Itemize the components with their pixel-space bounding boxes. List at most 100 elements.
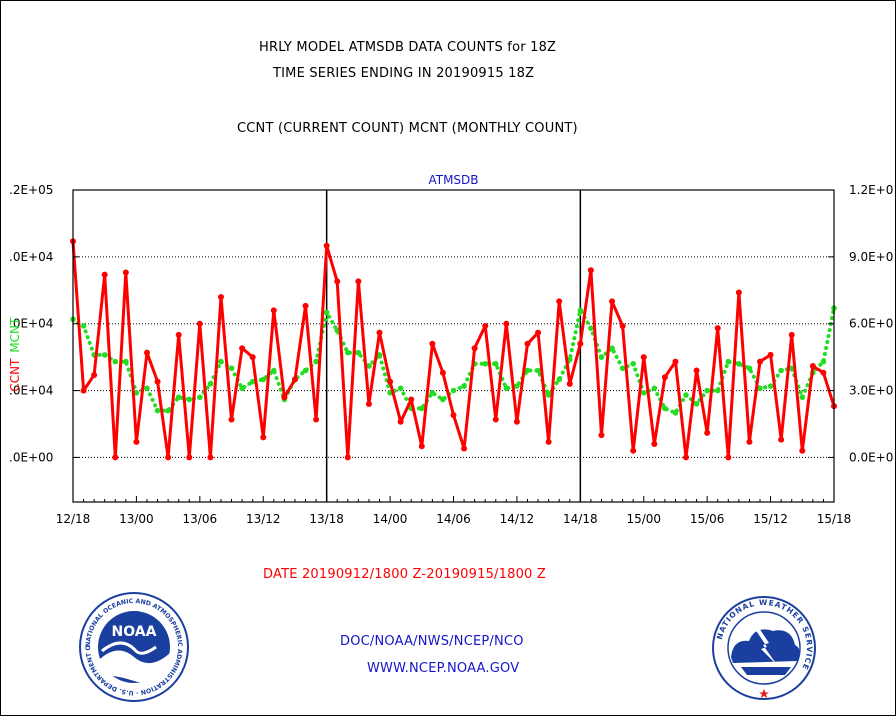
y-right-tick-label: 1.2E+0: [849, 183, 893, 197]
nws-logo: NATIONAL WEATHER SERVICE: [712, 596, 816, 700]
data-point-ccnt: [408, 396, 415, 403]
data-point-ccnt: [239, 345, 246, 352]
chart-title-line2: TIME SERIES ENDING IN 20190915 18Z: [273, 66, 535, 81]
data-point-ccnt: [746, 438, 753, 445]
data-point-ccnt: [80, 387, 87, 394]
x-tick-label: 15/18: [817, 512, 852, 526]
data-point-mcnt: [366, 363, 372, 369]
chart-title-line1: HRLY MODEL ATMSDB DATA COUNTS for 18Z: [259, 40, 557, 55]
data-point-ccnt: [471, 345, 478, 352]
data-point-ccnt: [566, 380, 573, 387]
noaa-logo-text: NOAA: [112, 624, 157, 640]
y-right-tick-label: 3.0E+0: [849, 384, 893, 398]
data-point-mcnt: [133, 390, 140, 396]
data-point-ccnt: [619, 322, 626, 329]
data-point-ccnt: [640, 354, 647, 361]
x-tick-label: 15/06: [690, 512, 725, 526]
data-point-mcnt: [186, 396, 193, 403]
y-left-tick-label: .0E+04: [9, 317, 53, 331]
data-point-ccnt: [217, 293, 224, 300]
website-link[interactable]: WWW.NCEP.NOAA.GOV: [367, 661, 520, 676]
data-point-mcnt: [640, 390, 647, 396]
data-point-mcnt: [249, 378, 256, 385]
data-point-mcnt: [418, 405, 425, 412]
data-point-ccnt: [725, 454, 732, 461]
data-point-ccnt: [270, 307, 277, 314]
data-point-mcnt: [757, 385, 763, 392]
data-point-ccnt: [651, 441, 658, 448]
data-point-mcnt: [144, 385, 150, 392]
x-tick-label: 14/18: [563, 512, 598, 526]
y-right-tick-label: 0.0E+0: [849, 450, 893, 464]
data-point-ccnt: [207, 454, 214, 461]
data-point-ccnt: [186, 454, 193, 461]
x-tick-label: 15/12: [753, 512, 788, 526]
data-point-ccnt: [101, 271, 108, 278]
x-tick-label: 13/12: [246, 512, 281, 526]
y-left-tick-label: .0E+04: [9, 250, 53, 264]
data-point-ccnt: [291, 376, 298, 383]
data-point-ccnt: [450, 412, 457, 419]
data-point-mcnt: [80, 323, 87, 329]
y-left-tick-label: .0E+04: [9, 384, 53, 398]
data-point-mcnt: [482, 361, 489, 367]
x-tick-label: 13/06: [183, 512, 218, 526]
data-point-mcnt: [535, 367, 541, 374]
data-point-ccnt: [334, 278, 341, 285]
data-point-mcnt: [524, 367, 531, 374]
data-point-ccnt: [91, 371, 98, 378]
data-point-mcnt: [799, 394, 806, 401]
data-point-mcnt: [704, 387, 710, 394]
x-tick-label: 12/18: [56, 512, 91, 526]
data-point-mcnt: [503, 385, 510, 392]
data-point-ccnt: [376, 329, 383, 336]
time-series-chart: 12/18 13/00 13/06 13/12 13/18 14/00 14/06 14/12…: [8, 173, 893, 526]
y-right-tick-label: 9.0E+0: [849, 250, 893, 264]
y-left-tick-label: .0E+00: [9, 450, 53, 464]
data-point-ccnt: [482, 322, 489, 329]
data-point-ccnt: [461, 445, 468, 452]
data-point-ccnt: [344, 454, 351, 461]
data-point-mcnt: [355, 349, 362, 356]
data-point-ccnt: [714, 325, 721, 332]
data-point-ccnt: [587, 267, 594, 274]
data-point-ccnt: [577, 340, 584, 347]
data-point-mcnt: [345, 349, 351, 356]
data-point-ccnt: [609, 298, 616, 305]
data-point-ccnt: [820, 369, 827, 376]
data-point-ccnt: [143, 349, 150, 356]
data-point-ccnt: [809, 363, 816, 370]
data-point-ccnt: [767, 351, 774, 358]
noaa-logo: NOAA NATIONAL OCEANIC AND ATMOSPHERIC AD…: [78, 591, 189, 702]
data-point-mcnt: [461, 383, 467, 389]
data-point-mcnt: [693, 401, 700, 407]
series-line-ccnt: [71, 241, 836, 459]
data-point-mcnt: [492, 361, 499, 367]
data-point-mcnt: [651, 385, 658, 392]
data-point-mcnt: [778, 367, 784, 374]
y-axis-label-mcnt: MCNT: [8, 317, 22, 353]
data-point-ccnt: [683, 454, 690, 461]
data-point-mcnt: [207, 381, 214, 387]
data-point-ccnt: [387, 378, 394, 385]
data-point-mcnt: [672, 410, 679, 416]
data-point-mcnt: [440, 396, 446, 403]
data-point-ccnt: [513, 418, 520, 425]
data-point-mcnt: [260, 376, 267, 383]
data-point-ccnt: [302, 302, 309, 309]
org-label: DOC/NOAA/NWS/NCEP/NCO: [340, 634, 524, 649]
data-point-ccnt: [429, 340, 436, 347]
data-point-mcnt: [598, 354, 605, 360]
data-point-mcnt: [197, 394, 203, 401]
data-point-ccnt: [418, 443, 425, 450]
data-point-mcnt: [545, 392, 552, 398]
data-point-ccnt: [228, 416, 235, 423]
data-point-ccnt: [492, 416, 499, 423]
data-point-ccnt: [799, 447, 806, 454]
data-point-ccnt: [196, 320, 203, 327]
data-point-mcnt: [323, 309, 330, 316]
data-point-mcnt: [767, 383, 774, 389]
data-point-ccnt: [556, 298, 563, 305]
data-point-ccnt: [133, 438, 140, 445]
